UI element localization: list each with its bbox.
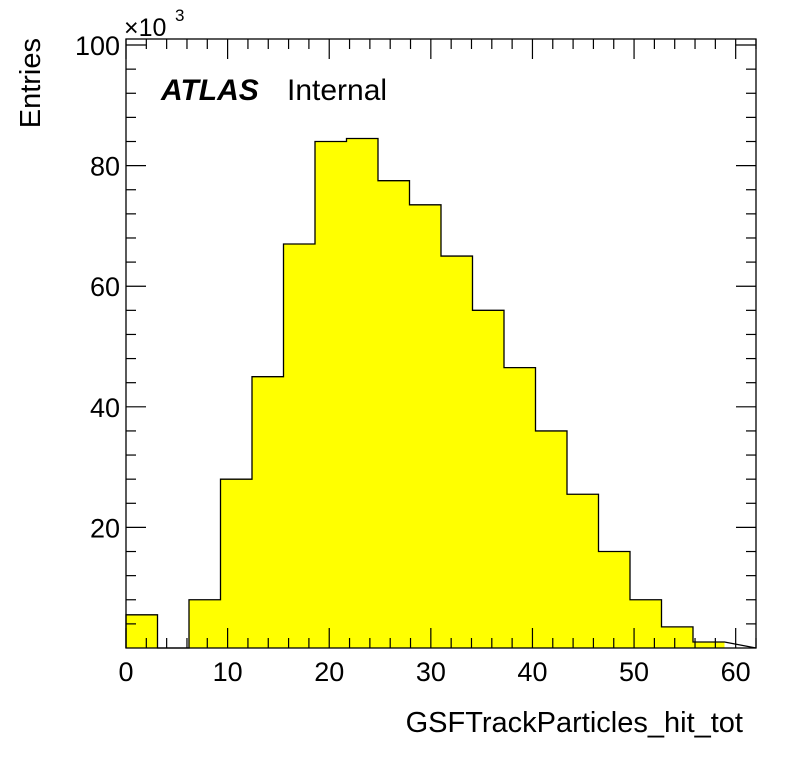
y-tick-label: 100 — [75, 31, 120, 61]
x-tick-label: 10 — [213, 657, 243, 687]
x-tick-label: 50 — [619, 657, 649, 687]
y-tick-label: 20 — [90, 513, 120, 543]
atlas-label: ATLAS — [160, 74, 259, 107]
histogram-bin — [378, 180, 410, 649]
histogram-bin — [661, 626, 693, 648]
internal-label: Internal — [287, 74, 387, 107]
y-tick-label: 80 — [90, 152, 120, 182]
histogram-bin — [283, 244, 315, 649]
histogram-bin — [598, 551, 630, 648]
histogram-bars — [126, 138, 725, 649]
histogram-bin — [189, 599, 221, 648]
histogram-bin — [220, 479, 252, 648]
x-tick-label: 20 — [314, 657, 344, 687]
x-tick-label: 30 — [416, 657, 446, 687]
y-tick-label: 60 — [90, 272, 120, 302]
plot-frame — [125, 38, 757, 649]
tick-labels: 0 10 20 30 40 50 60 20 40 60 80 100 — [75, 31, 751, 687]
histogram-outline — [125, 137, 757, 649]
histogram-bin — [126, 614, 158, 648]
histogram-bin — [409, 204, 441, 648]
y-axis-title: Entries — [15, 38, 47, 128]
y-tick-label: 40 — [90, 393, 120, 423]
y-multiplier: ×10 — [124, 14, 166, 42]
x-tick-label: 40 — [517, 657, 547, 687]
histogram-bin — [441, 256, 473, 648]
histogram-bin — [346, 138, 378, 648]
histogram-bin — [567, 494, 599, 648]
histogram-bin — [693, 641, 725, 648]
x-axis-title: GSFTrackParticles_hit_tot — [406, 707, 743, 739]
histogram-bin — [315, 141, 347, 648]
histogram-bin — [630, 599, 662, 648]
x-tick-label: 60 — [721, 657, 751, 687]
histogram-bin — [504, 367, 536, 648]
histogram-bin — [472, 310, 504, 648]
axis-ticks — [125, 39, 757, 648]
y-multiplier-exponent: 3 — [175, 6, 184, 25]
histogram-bin — [535, 430, 567, 648]
x-tick-label: 0 — [118, 657, 133, 687]
histogram-bin — [252, 376, 284, 648]
